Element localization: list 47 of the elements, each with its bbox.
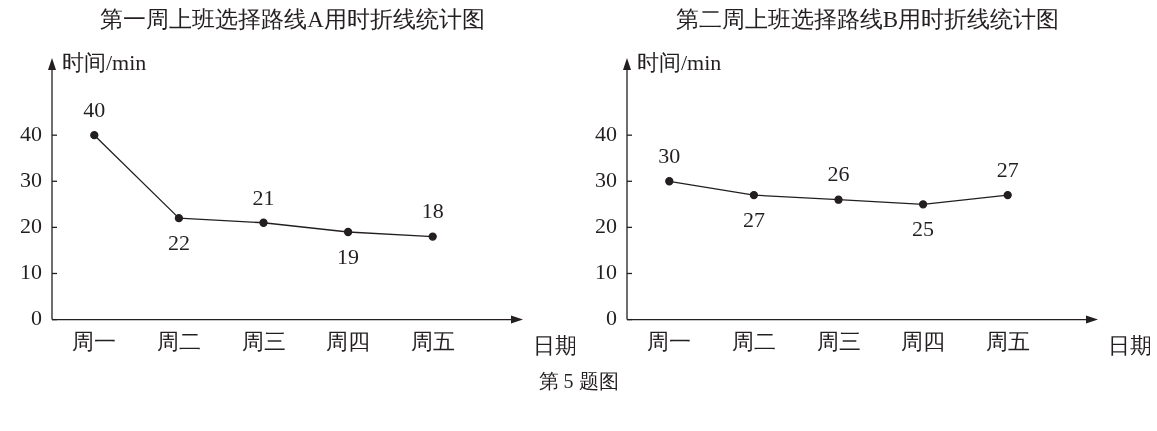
x-tick-label: 周一 (647, 328, 692, 354)
point (90, 131, 99, 140)
x-tick-label: 周四 (901, 328, 946, 354)
y-tick-label: 0 (31, 305, 42, 331)
point (665, 177, 674, 186)
data-label: 18 (421, 198, 444, 224)
data-label: 19 (337, 243, 360, 269)
x-tick-label: 周三 (816, 328, 861, 354)
data-label: 30 (658, 143, 681, 169)
point (834, 195, 843, 204)
text: 第 5 题图 (537, 369, 620, 394)
y-tick-label: 10 (20, 259, 42, 285)
point (174, 214, 184, 223)
y-tick-label: 40 (595, 120, 617, 146)
point (428, 232, 437, 241)
x-tick-label: 周五 (410, 328, 455, 354)
y-axis-title: 时间/min (62, 49, 147, 75)
y-axis-title: 时间/min (637, 49, 722, 75)
point (343, 227, 353, 237)
point (259, 218, 268, 227)
y-tick-label: 10 (595, 259, 617, 285)
x-tick-label: 周二 (156, 328, 201, 354)
point (1003, 190, 1012, 200)
y-tick-label: 30 (20, 167, 42, 193)
x-axis-title: 日期 (1108, 333, 1152, 359)
point (918, 200, 928, 209)
chart-title: 第二周上班选择路线B用时折线统计图 (674, 6, 1061, 34)
chart-title: 第一周上班选择路线A用时折线统计图 (99, 6, 486, 34)
y-tick-label: 0 (606, 305, 617, 331)
x-tick-label: 周五 (985, 328, 1030, 354)
y-tick-label: 40 (20, 120, 42, 146)
data-label: 40 (83, 96, 106, 122)
data-label: 26 (827, 161, 850, 187)
data-label: 27 (996, 156, 1019, 182)
y-tick-label: 20 (595, 213, 617, 239)
data-label: 27 (742, 206, 765, 232)
x-tick-label: 周三 (241, 328, 286, 354)
x-axis-title: 日期 (533, 333, 577, 359)
x-tick-label: 周二 (731, 328, 776, 354)
data-label: 21 (252, 184, 275, 210)
x-tick-label: 周一 (72, 328, 117, 354)
point (749, 190, 759, 200)
x-tick-label: 周四 (326, 328, 371, 354)
data-label: 25 (912, 216, 935, 242)
y-tick-label: 20 (20, 213, 42, 239)
data-label: 22 (167, 229, 190, 255)
y-tick-label: 30 (595, 167, 617, 193)
